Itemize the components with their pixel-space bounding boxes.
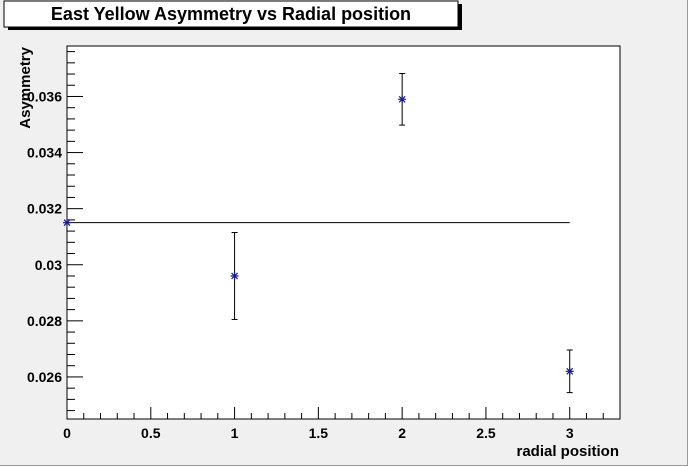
data-point-marker (230, 271, 239, 280)
x-axis-title: radial position (516, 443, 619, 460)
x-tick-label: 2.5 (476, 425, 496, 441)
data-point-marker (398, 95, 407, 104)
y-axis-title: Asymmetry (17, 46, 34, 128)
data-points (63, 72, 574, 394)
data-point-marker (565, 367, 574, 376)
x-tick-label: 1.5 (309, 425, 329, 441)
title-box: East Yellow Asymmetry vs Radial position (3, 0, 462, 30)
y-tick-label: 0.032 (27, 201, 62, 217)
y-tick-labels: 0.026 0.028 0.03 0.032 0.034 0.036 (27, 88, 62, 384)
x-tick-labels: 0 0.5 1 1.5 2 2.5 3 (63, 425, 574, 441)
x-tick-label: 1 (231, 425, 239, 441)
x-tick-label: 2 (398, 425, 406, 441)
y-tick-label: 0.03 (35, 257, 62, 273)
y-tick-label: 0.028 (27, 313, 62, 329)
axis-ticks (66, 51, 621, 419)
x-tick-label: 0.5 (141, 425, 161, 441)
chart-title: East Yellow Asymmetry vs Radial position (51, 4, 411, 24)
x-tick-label: 3 (566, 425, 574, 441)
data-point-marker (63, 218, 71, 227)
plot-area (66, 45, 621, 420)
y-tick-label: 0.034 (27, 145, 62, 161)
y-tick-label: 0.036 (27, 88, 62, 104)
y-tick-label: 0.026 (27, 369, 62, 385)
x-tick-label: 0 (63, 425, 71, 441)
